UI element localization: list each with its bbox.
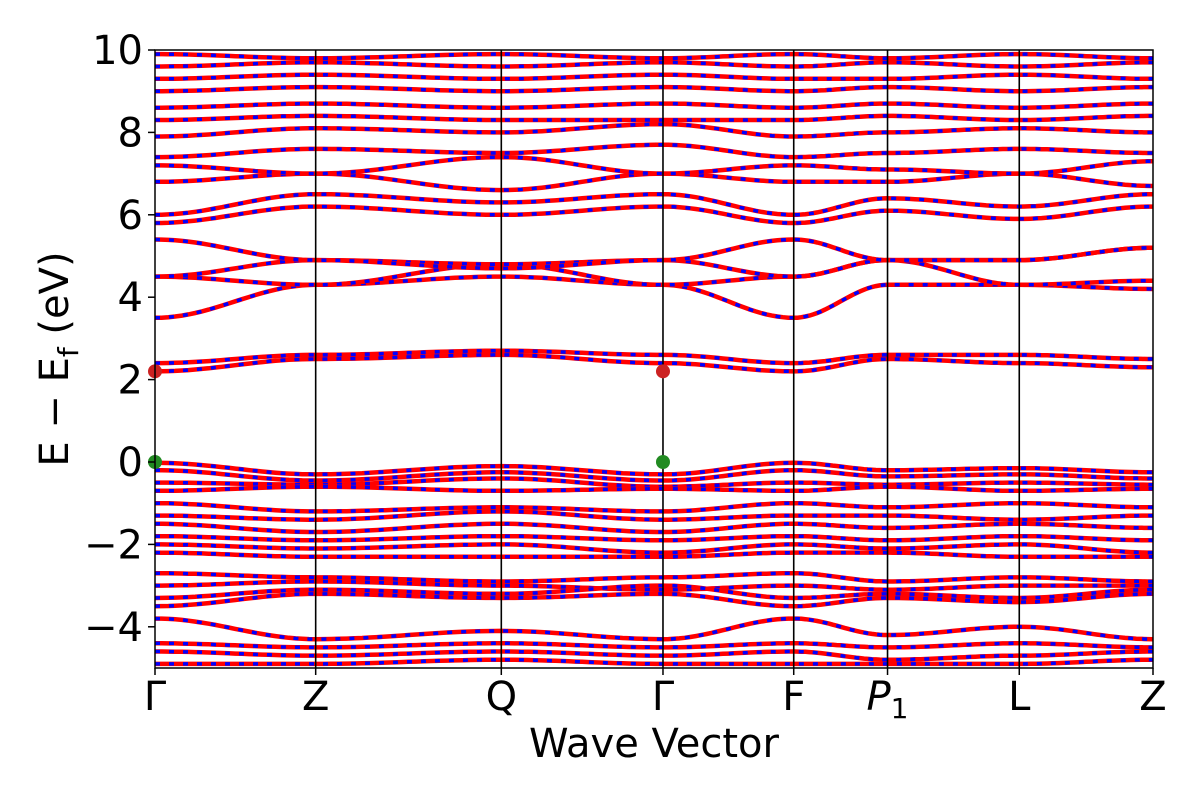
band-line-spin-down [155, 658, 1153, 666]
band-line-spin-down [155, 155, 1154, 176]
x-axis-label: Wave Vector [529, 721, 780, 767]
band-line-spin-down [154, 468, 1153, 483]
bands-layer [154, 51, 1154, 667]
band-line-spin-down [155, 476, 1153, 489]
band-line-spin-down [155, 501, 1153, 514]
x-tick-label: Z [302, 674, 329, 720]
band-line-spin-down [155, 101, 1153, 110]
band-line-spin-down [154, 571, 1153, 584]
band-line-spin-down [154, 583, 1154, 600]
band-line-spin-down [155, 641, 1153, 650]
y-tick-label: 8 [118, 110, 143, 156]
y-tick-label: 2 [118, 358, 143, 404]
band-line-spin-down [154, 246, 1153, 279]
extremum-marker [655, 364, 670, 379]
band-line-spin-down [154, 192, 1154, 217]
y-tick-label: 4 [118, 275, 143, 321]
band-line-spin-down [154, 550, 1153, 559]
x-tick-label: Γ [652, 674, 675, 720]
x-tick-label: Q [486, 674, 517, 720]
band-line-spin-down [155, 522, 1153, 534]
band-line-spin-down [155, 143, 1153, 159]
band-line-spin-down [155, 579, 1153, 592]
y-tick-label: 10 [92, 28, 143, 74]
y-tick-label: −2 [84, 522, 143, 568]
band-line-spin-down [155, 171, 1154, 192]
x-tick-label: P1 [867, 674, 909, 725]
y-axis-label-main: E − E [32, 357, 78, 467]
band-line-spin-down [155, 72, 1153, 81]
band-line-spin-down [155, 60, 1153, 69]
band-line-spin-down [155, 52, 1153, 60]
band-line-spin-down [154, 353, 1153, 374]
x-axis-ticks: Γ Z Q Γ F P1 L Z [144, 668, 1167, 725]
band-line-spin-down [155, 542, 1153, 555]
band-line-spin-down [155, 649, 1153, 662]
band-line-spin-down [155, 114, 1153, 122]
extremum-marker [655, 455, 670, 469]
band-line-spin-down [155, 509, 1153, 522]
band-line-spin-down [155, 258, 1153, 287]
band-line-spin-down [154, 461, 1153, 477]
x-tick-label: Γ [144, 674, 167, 720]
y-axis-ticks: −4 −2 0 2 4 6 8 10 [84, 28, 155, 651]
plot-frame [154, 49, 1154, 669]
y-axis-label: E − Ef (eV) [32, 251, 85, 466]
band-line-spin-down [155, 616, 1154, 641]
y-tick-label: −4 [84, 605, 143, 651]
y-axis-label-unit: (eV) [32, 251, 78, 347]
band-line-spin-down [154, 237, 1153, 271]
band-line-spin-down [155, 122, 1153, 139]
band-line-spin-down [155, 204, 1153, 225]
band-line-spin-down [155, 349, 1153, 365]
x-tick-label: L [1008, 674, 1031, 720]
x-tick-label: Z [1139, 674, 1166, 720]
x-tick-label: F [782, 674, 805, 720]
band-line-spin-down [155, 85, 1153, 93]
band-line-spin-down [155, 484, 1153, 493]
high-symmetry-lines [314, 50, 1021, 668]
y-axis-label-subscript: f [52, 346, 85, 357]
band-line-spin-down [155, 534, 1153, 543]
y-tick-label: 6 [118, 193, 143, 239]
band-line-spin-down [154, 592, 1154, 608]
y-tick-label: 0 [118, 440, 143, 486]
